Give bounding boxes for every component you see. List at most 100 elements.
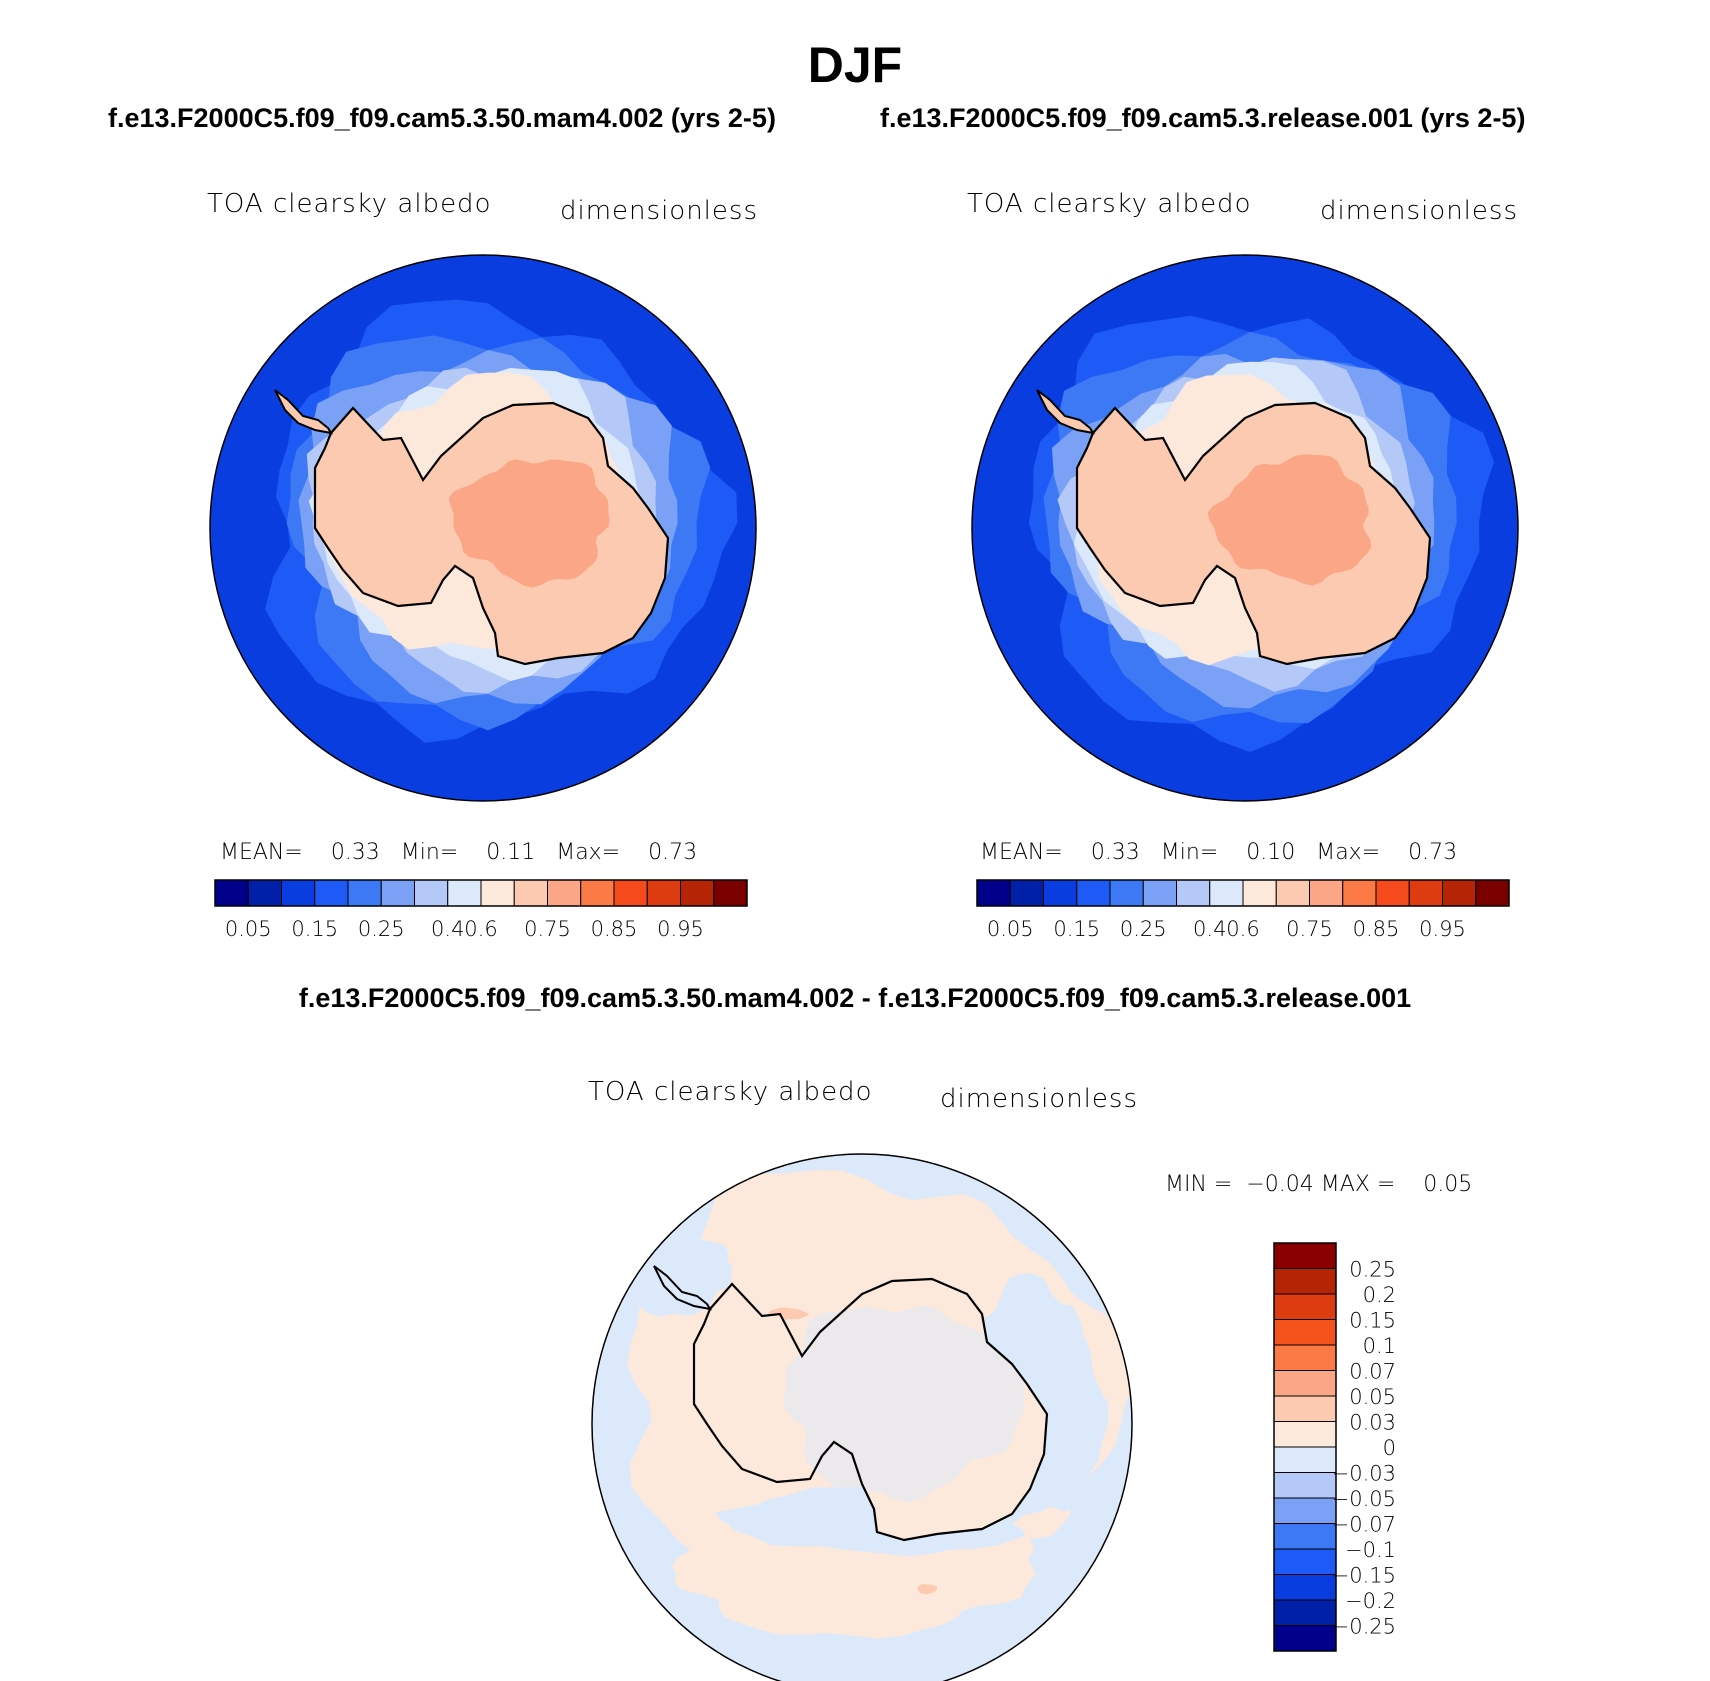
colorbar-box [447, 879, 482, 907]
colorbar-box [1043, 879, 1078, 907]
panel2-max-label: Max= [1316, 840, 1381, 865]
colorbar-box [713, 879, 748, 907]
colorbar-frame [1273, 1242, 1337, 1652]
map-boundary [209, 254, 757, 802]
colorbar-tick-label: 0.85 [1353, 917, 1400, 941]
colorbar-box [414, 879, 449, 907]
colorbar-tick-label: 0.25 [1120, 917, 1167, 941]
colorbar-box [1273, 1344, 1337, 1371]
colorbar-box [1273, 1319, 1337, 1346]
colorbar-box [1309, 879, 1344, 907]
peninsula-coastline [653, 1265, 713, 1311]
colorbar-tick-label: 0.15 [1349, 1309, 1396, 1333]
colorbar-box [513, 879, 548, 907]
colorbar-panel-1: 0.05 0.15 0.25 0.4 0.6 0.75 0.85 0.95 [214, 879, 748, 941]
difference-title: f.e13.F2000C5.f09_f09.cam5.3.50.mam4.002… [298, 983, 1412, 1013]
colorbar-box [1442, 879, 1477, 907]
colorbar-tick-label: 0.15 [1053, 917, 1100, 941]
colorbar-box [380, 879, 415, 907]
colorbar-tick-label: −0.05 [1332, 1487, 1396, 1511]
colorbar-tick-label: 0.75 [1286, 917, 1333, 941]
colorbar-box [1273, 1497, 1337, 1524]
colorbar-box [1076, 879, 1111, 907]
colorbar-tick-label: 0.1 [1363, 1334, 1396, 1358]
colorbar-box [1408, 879, 1443, 907]
colorbar-box [1273, 1293, 1337, 1320]
panel3-min-label: MIN = [1165, 1172, 1233, 1197]
colorbar-difference: 0.250.20.150.10.070.050.030−0.03−0.05−0.… [1273, 1242, 1396, 1652]
colorbar-box [1273, 1242, 1337, 1269]
antarctic-peninsula [275, 390, 331, 433]
antarctica-diff-streaks [784, 1305, 1031, 1503]
peninsula-coastline [1036, 389, 1096, 435]
colorbar-tick-label: 0.2 [1363, 1283, 1396, 1307]
colorbar-box [1375, 879, 1410, 907]
season-title: DJF [807, 37, 903, 93]
colorbar-box [1209, 879, 1244, 907]
colorbar-box [613, 879, 648, 907]
colorbar-tick-label: 0.05 [225, 917, 272, 941]
colorbar-box [1273, 1472, 1337, 1499]
colorbar-box [976, 879, 1011, 907]
antarctica-coastline [1075, 401, 1432, 666]
colorbar-tick-label: −0.03 [1332, 1462, 1396, 1486]
east-antarctic-plateau [1207, 454, 1372, 586]
east-antarctic-plateau [448, 459, 610, 588]
colorbar-tick-label: 0.95 [657, 917, 704, 941]
panel1-variable-label: TOA clearsky albedo [207, 189, 492, 219]
map-panel-2 [971, 254, 1519, 802]
map-panel-1 [209, 254, 757, 802]
panel2-units-label: dimensionless [1320, 196, 1518, 226]
colorbar-box [1242, 879, 1277, 907]
colorbar-tick-label: 0.03 [1349, 1411, 1396, 1435]
colorbar-box [1342, 879, 1377, 907]
panel2-max-value: 0.73 [1408, 840, 1458, 865]
colorbar-box [1273, 1523, 1337, 1550]
colorbar-tick-label: 0.15 [291, 917, 338, 941]
colorbar-tick-label: 0.85 [591, 917, 638, 941]
colorbar-tick-label: −0.07 [1332, 1513, 1396, 1537]
panel2-variable-label: TOA clearsky albedo [967, 189, 1252, 219]
panel2-min-label: Min= [1160, 840, 1219, 865]
colorbar-tick-label: 0.07 [1349, 1360, 1396, 1384]
antarctica-coastline [313, 401, 670, 666]
colorbar-box [1273, 1548, 1337, 1575]
colorbar-box [646, 879, 681, 907]
panel1-min-label: Min= [400, 840, 459, 865]
colorbar-box [281, 879, 316, 907]
colorbar-tick-label: 0.4 [1193, 917, 1226, 941]
panel1-mean-value: 0.33 [330, 840, 380, 865]
colorbar-tick-label: 0 [1383, 1436, 1396, 1460]
panel1-max-value: 0.73 [648, 840, 698, 865]
colorbar-tick-label: 0.95 [1419, 917, 1466, 941]
panel1-mean-label: MEAN= [220, 840, 303, 865]
panel3-min-value: −0.04 [1246, 1172, 1314, 1197]
panel2-mean-label: MEAN= [980, 840, 1063, 865]
colorbar-tick-label: 0.05 [1349, 1385, 1396, 1409]
colorbar-tick-label: 0.05 [987, 917, 1034, 941]
small-positive-patch-south [917, 1584, 938, 1595]
colorbar-box [1142, 879, 1177, 907]
panel3-stats: MIN = −0.04 MAX = 0.05 [1165, 1172, 1472, 1197]
colorbar-box [214, 879, 249, 907]
colorbar-box [580, 879, 615, 907]
colorbar-box [1273, 1370, 1337, 1397]
panel3-max-value: 0.05 [1423, 1172, 1473, 1197]
colorbar-tick-label: −0.1 [1345, 1538, 1396, 1562]
panel3-units-label: dimensionless [940, 1084, 1138, 1114]
case-title-left: f.e13.F2000C5.f09_f09.cam5.3.50.mam4.002… [108, 103, 776, 133]
colorbar-box [1273, 1421, 1337, 1448]
panel3-max-label: MAX = [1320, 1172, 1396, 1197]
peninsula-coastline [274, 389, 334, 435]
map-panel-difference [591, 1153, 1133, 1681]
colorbar-box [1273, 1625, 1337, 1652]
panel2-stats: MEAN= 0.33 Min= 0.10 Max= 0.73 [980, 840, 1457, 865]
colorbar-box [480, 879, 515, 907]
panel1-stats: MEAN= 0.33 Min= 0.11 Max= 0.73 [220, 840, 697, 865]
map-boundary [591, 1153, 1133, 1681]
panel3-variable-label: TOA clearsky albedo [588, 1077, 873, 1107]
panel1-units-label: dimensionless [560, 196, 758, 226]
colorbar-box [1009, 879, 1044, 907]
colorbar-tick-label: −0.2 [1345, 1589, 1396, 1613]
